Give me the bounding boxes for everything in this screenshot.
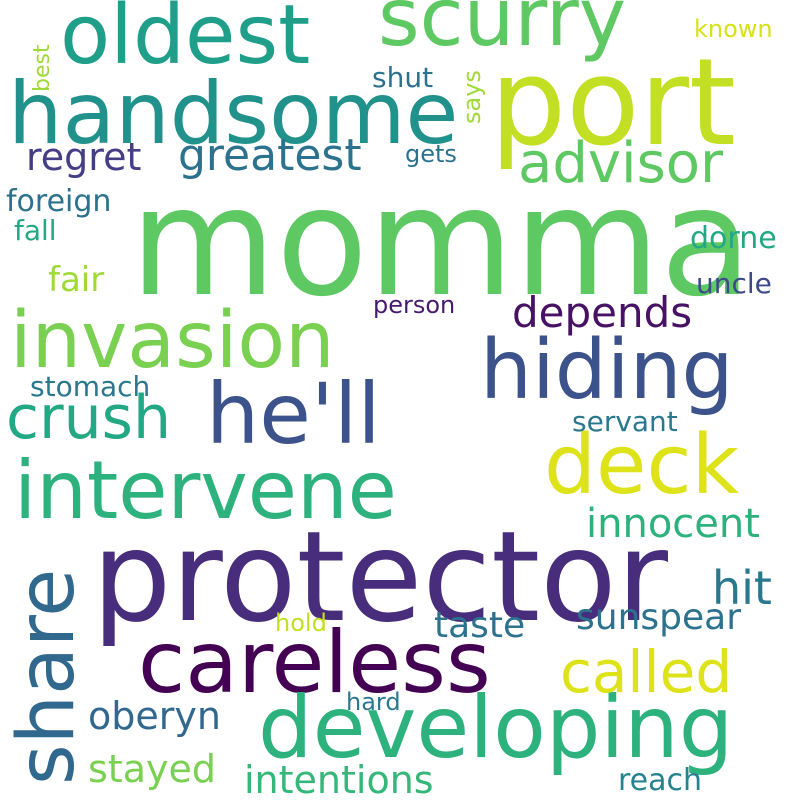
word-called: called: [560, 638, 733, 706]
word-fall: fall: [14, 214, 57, 247]
word-says: says: [458, 70, 486, 124]
word-port: port: [490, 34, 736, 173]
word-oldest: oldest: [60, 0, 311, 83]
word-hiding: hiding: [480, 323, 734, 418]
word-hell: he'll: [206, 365, 381, 463]
word-intentions: intentions: [244, 758, 434, 800]
word-fair: fair: [48, 260, 105, 300]
word-person: person: [373, 291, 456, 319]
word-handsome: handsome: [8, 64, 459, 164]
word-careless: careless: [138, 613, 491, 713]
word-innocent: innocent: [586, 501, 760, 547]
word-stomach: stomach: [30, 370, 151, 403]
word-intervene: intervene: [14, 444, 397, 537]
word-best: best: [30, 44, 55, 92]
word-advisor: advisor: [518, 131, 724, 196]
word-shut: shut: [372, 61, 434, 94]
word-hard: hard: [346, 688, 401, 716]
word-reach: reach: [618, 763, 703, 798]
word-servant: servant: [572, 405, 678, 438]
word-greatest: greatest: [178, 130, 362, 181]
word-known: known: [694, 15, 773, 43]
word-depends: depends: [512, 288, 693, 337]
word-stayed: stayed: [88, 747, 216, 791]
word-sunspear: sunspear: [576, 597, 742, 638]
word-deck: deck: [544, 418, 740, 513]
word-hit: hit: [712, 561, 772, 615]
word-scurry: scurry: [378, 0, 627, 64]
word-foreign: foreign: [6, 184, 112, 219]
word-uncle: uncle: [696, 267, 772, 300]
word-regret: regret: [26, 135, 142, 179]
word-hold: hold: [275, 609, 327, 637]
word-protector: protector: [92, 505, 668, 650]
word-momma: momma: [130, 156, 753, 330]
word-crush: crush: [6, 383, 171, 453]
word-gets: gets: [405, 140, 457, 168]
word-dorne: dorne: [690, 221, 777, 256]
word-share: share: [2, 568, 92, 785]
word-oberyn: oberyn: [88, 694, 221, 738]
word-taste: taste: [434, 605, 526, 646]
word-invasion: invasion: [10, 296, 335, 386]
word-developing: developing: [258, 678, 734, 778]
